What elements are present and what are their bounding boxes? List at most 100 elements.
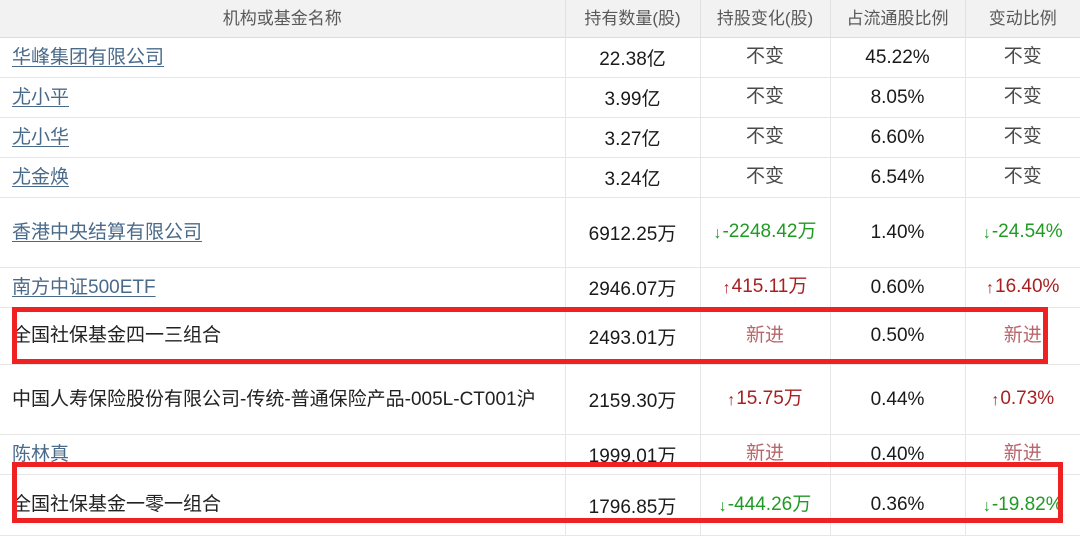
holder-name-link[interactable]: 南方中证500ETF [12, 276, 156, 298]
cell-holding-quantity: 2159.30万 [565, 364, 701, 435]
table-body: 华峰集团有限公司 22.38亿 不变 45.22% 不变 尤小平 3.99亿 不变 8.05% 不… [0, 37, 1080, 536]
cell-holding-change: 不变 [700, 157, 831, 198]
holding-change-value: 不变 [745, 126, 784, 148]
cell-change-pct: ↑16.40% [965, 267, 1080, 308]
cell-float-share-pct: 0.36% [830, 474, 966, 536]
cell-holding-quantity: 22.38亿 [565, 37, 701, 78]
cell-holder-name: 华峰集团有限公司 [0, 37, 566, 78]
cell-float-share-pct: 6.60% [830, 117, 966, 158]
table-row: 南方中证500ETF 2946.07万 ↑415.11万 0.60% ↑16.40% [0, 267, 1080, 308]
column-header-name[interactable]: 机构或基金名称 [0, 0, 566, 38]
cell-change-pct: 不变 [965, 157, 1080, 198]
holding-change-value: -444.26万 [727, 493, 812, 515]
table-row: 尤金焕 3.24亿 不变 6.54% 不变 [0, 157, 1080, 198]
arrow-down-icon: ↓ [982, 225, 991, 243]
cell-holding-quantity: 1796.85万 [565, 474, 701, 536]
arrow-up-icon: ↑ [722, 280, 731, 298]
cell-holding-quantity: 3.99亿 [565, 77, 701, 118]
holder-name-link[interactable]: 尤小平 [12, 86, 70, 108]
holder-name-link[interactable]: 陈林真 [12, 443, 70, 465]
cell-change-pct: 不变 [965, 37, 1080, 78]
arrow-down-icon: ↓ [713, 225, 722, 243]
table-row: 香港中央结算有限公司 6912.25万 ↓-2248.42万 1.40% ↓-24.54… [0, 197, 1080, 268]
cell-holding-change: 新进 [700, 307, 831, 365]
holder-name-link[interactable]: 尤金焕 [12, 166, 70, 188]
holder-name-text: 中国人寿保险股份有限公司-传统-普通保险产品-005L-CT001沪 [12, 388, 536, 410]
change-pct-value: 不变 [1003, 166, 1042, 188]
arrow-up-icon: ↑ [727, 392, 736, 410]
change-pct-value: 新进 [1003, 324, 1042, 346]
cell-holding-change: 新进 [700, 434, 831, 475]
cell-change-pct: 不变 [965, 77, 1080, 118]
change-pct-value: 新进 [1003, 443, 1042, 465]
cell-float-share-pct: 0.50% [830, 307, 966, 365]
change-pct-value: 不变 [1003, 46, 1042, 68]
cell-float-share-pct: 45.22% [830, 37, 966, 78]
cell-holding-quantity: 1999.01万 [565, 434, 701, 475]
cell-holding-change: ↓-444.26万 [700, 474, 831, 536]
holding-change-value: 不变 [745, 46, 784, 68]
holding-change-value: 415.11万 [731, 276, 808, 298]
change-pct-value: 0.73% [1000, 388, 1055, 410]
column-header-pct[interactable]: 占流通股比例 [830, 0, 966, 38]
cell-holder-name: 香港中央结算有限公司 [0, 197, 566, 268]
cell-holder-name: 尤小华 [0, 117, 566, 158]
table-row: 中国人寿保险股份有限公司-传统-普通保险产品-005L-CT001沪 2159.3… [0, 364, 1080, 435]
cell-change-pct: 新进 [965, 434, 1080, 475]
cell-holding-change: 不变 [700, 117, 831, 158]
column-header-quantity[interactable]: 持有数量(股) [565, 0, 701, 38]
cell-holder-name: 南方中证500ETF [0, 267, 566, 308]
holding-change-value: 不变 [745, 86, 784, 108]
change-pct-value: -24.54% [991, 221, 1063, 243]
holding-change-value: -2248.42万 [722, 221, 817, 243]
cell-float-share-pct: 6.54% [830, 157, 966, 198]
cell-change-pct: ↑0.73% [965, 364, 1080, 435]
cell-float-share-pct: 8.05% [830, 77, 966, 118]
change-pct-value: -19.82% [991, 493, 1063, 515]
holding-change-value: 15.75万 [736, 388, 803, 410]
cell-holding-change: ↑15.75万 [700, 364, 831, 435]
holder-name-link[interactable]: 香港中央结算有限公司 [12, 221, 203, 243]
cell-holder-name: 尤小平 [0, 77, 566, 118]
change-pct-value: 不变 [1003, 86, 1042, 108]
cell-holding-change: 不变 [700, 77, 831, 118]
cell-change-pct: ↓-24.54% [965, 197, 1080, 268]
cell-holding-quantity: 2946.07万 [565, 267, 701, 308]
cell-holding-change: 不变 [700, 37, 831, 78]
holder-name-text: 全国社保基金一零一组合 [12, 494, 222, 516]
cell-change-pct: ↓-19.82% [965, 474, 1080, 536]
holder-name-link[interactable]: 尤小华 [12, 126, 70, 148]
cell-float-share-pct: 0.60% [830, 267, 966, 308]
cell-holder-name: 全国社保基金一零一组合 [0, 474, 566, 536]
cell-float-share-pct: 0.44% [830, 364, 966, 435]
table-row: 全国社保基金四一三组合 2493.01万 新进 0.50% 新进 [0, 307, 1080, 365]
cell-change-pct: 不变 [965, 117, 1080, 158]
column-header-chgpct[interactable]: 变动比例 [965, 0, 1080, 38]
table-row: 尤小平 3.99亿 不变 8.05% 不变 [0, 77, 1080, 118]
cell-float-share-pct: 1.40% [830, 197, 966, 268]
cell-float-share-pct: 0.40% [830, 434, 966, 475]
cell-holder-name: 尤金焕 [0, 157, 566, 198]
table-header-row: 机构或基金名称 持有数量(股) 持股变化(股) 占流通股比例 变动比例 [0, 0, 1080, 38]
change-pct-value: 16.40% [995, 276, 1060, 298]
holding-change-value: 新进 [745, 443, 784, 465]
table-row: 华峰集团有限公司 22.38亿 不变 45.22% 不变 [0, 37, 1080, 78]
cell-holding-quantity: 3.27亿 [565, 117, 701, 158]
table-row: 全国社保基金一零一组合 1796.85万 ↓-444.26万 0.36% ↓-19.82… [0, 474, 1080, 536]
table-row: 尤小华 3.27亿 不变 6.60% 不变 [0, 117, 1080, 158]
arrow-down-icon: ↓ [982, 497, 991, 515]
holding-change-value: 不变 [745, 166, 784, 188]
holding-change-value: 新进 [745, 324, 784, 346]
holder-name-link[interactable]: 华峰集团有限公司 [12, 46, 165, 68]
cell-change-pct: 新进 [965, 307, 1080, 365]
arrow-up-icon: ↑ [986, 280, 995, 298]
cell-holding-quantity: 2493.01万 [565, 307, 701, 365]
cell-holder-name: 中国人寿保险股份有限公司-传统-普通保险产品-005L-CT001沪 [0, 364, 566, 435]
arrow-up-icon: ↑ [991, 392, 1000, 410]
cell-holding-quantity: 6912.25万 [565, 197, 701, 268]
cell-holder-name: 陈林真 [0, 434, 566, 475]
cell-holding-change: ↑415.11万 [700, 267, 831, 308]
column-header-change[interactable]: 持股变化(股) [700, 0, 831, 38]
arrow-down-icon: ↓ [718, 497, 727, 515]
